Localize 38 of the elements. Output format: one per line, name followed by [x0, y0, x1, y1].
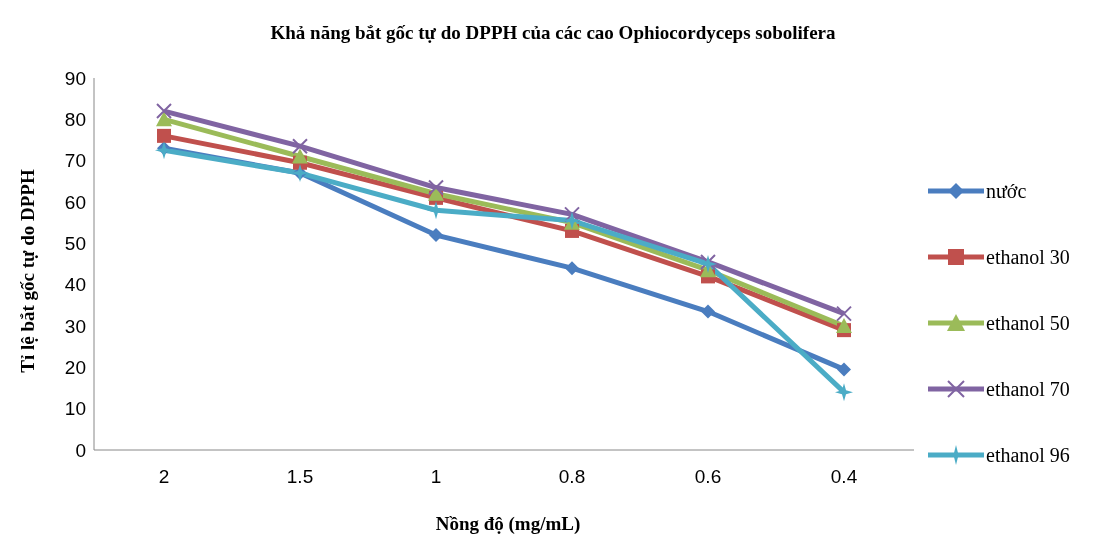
y-tick-label: 70	[64, 150, 86, 172]
point	[292, 148, 308, 164]
x-tick-label: 0.4	[830, 466, 858, 488]
point	[156, 103, 172, 120]
y-tick-label: 60	[64, 191, 86, 213]
point	[836, 305, 852, 322]
legend-label: nước	[986, 179, 1027, 203]
x-tick-label: 1.5	[286, 466, 314, 488]
y-tick-label: 50	[64, 233, 86, 255]
legend-label: ethanol 96	[986, 443, 1070, 467]
point	[428, 179, 444, 196]
point	[701, 304, 715, 319]
y-tick-label: 10	[64, 398, 86, 420]
point	[429, 228, 443, 243]
y-tick-label: 80	[64, 109, 86, 131]
point	[156, 111, 172, 127]
legend-label: ethanol 50	[986, 311, 1070, 335]
x-tick-label: 0.8	[558, 466, 586, 488]
x-tick-label: 0.6	[694, 466, 722, 488]
x-axis-title: Nồng độ (mg/mL)	[434, 513, 582, 535]
y-tick-label: 40	[64, 274, 86, 296]
y-tick-label: 90	[64, 67, 86, 89]
point	[836, 318, 852, 333]
point	[157, 128, 171, 143]
point	[835, 383, 853, 402]
x-tick-label: 1	[430, 466, 442, 488]
y-tick-label: 30	[64, 315, 86, 337]
chart-title: Khả năng bắt gốc tự do DPPH của các cao Ophiocordyceps sobolifera	[269, 22, 837, 44]
y-tick-label: 20	[64, 357, 86, 379]
point	[292, 138, 308, 155]
legend-label: ethanol 30	[986, 245, 1070, 269]
x-tick-label: 2	[158, 466, 170, 488]
point	[565, 261, 579, 276]
point	[837, 362, 851, 377]
point	[564, 206, 580, 223]
y-axis-title: Tỉ lệ bắt gốc tự do DPPH	[17, 169, 39, 373]
legend-label: ethanol 70	[986, 377, 1070, 401]
y-tick-label: 0	[75, 439, 86, 461]
